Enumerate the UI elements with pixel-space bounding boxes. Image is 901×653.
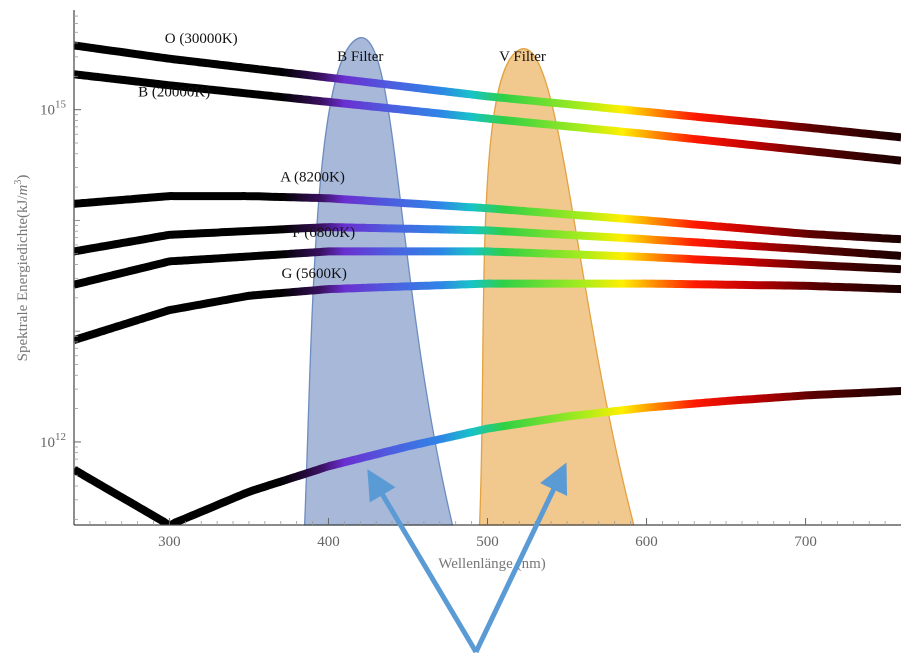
series-label: B (20000K) <box>138 84 210 100</box>
x-tick-label: 700 <box>794 534 817 550</box>
filter-label-b: B Filter <box>337 49 383 65</box>
series-line-30000 <box>74 41 901 142</box>
series-label: F (6800K) <box>292 225 355 241</box>
y-tick-label: 1015 <box>40 99 67 119</box>
labels-layer: Wellenlänge (nm) Spektrale Energiedichte(… <box>13 31 546 572</box>
spectrum-series-layer <box>74 41 901 525</box>
x-tick-label: 600 <box>635 534 658 550</box>
filter-band-b <box>303 37 454 526</box>
filter-label-v: V Filter <box>499 49 546 65</box>
series-label: G (5600K) <box>281 266 346 282</box>
x-axis-title: Wellenlänge (nm) <box>438 556 546 572</box>
annotation-arrows-layer <box>367 462 568 653</box>
series-line-7500 <box>74 223 901 260</box>
annotation-arrow-b <box>367 469 479 653</box>
annotation-arrow-v <box>473 462 568 653</box>
series-label: O (30000K) <box>165 31 238 47</box>
axes-layer: 300 400 500 600 700 1012 1015 <box>40 10 901 550</box>
series-line-6800 <box>74 247 901 289</box>
series-line-20000 <box>74 70 901 165</box>
y-axis-title: Spektrale Energiedichte(kJ/m3) <box>13 175 31 362</box>
series-label: A (8200K) <box>280 170 345 186</box>
x-tick-label: 500 <box>476 534 499 550</box>
x-tick-label: 300 <box>158 534 181 550</box>
series-line-5600 <box>74 279 901 344</box>
y-tick-label: 1012 <box>40 431 66 451</box>
series-line-8200 <box>74 192 901 244</box>
series-line-3500 <box>74 387 901 525</box>
x-tick-label: 400 <box>317 534 340 550</box>
